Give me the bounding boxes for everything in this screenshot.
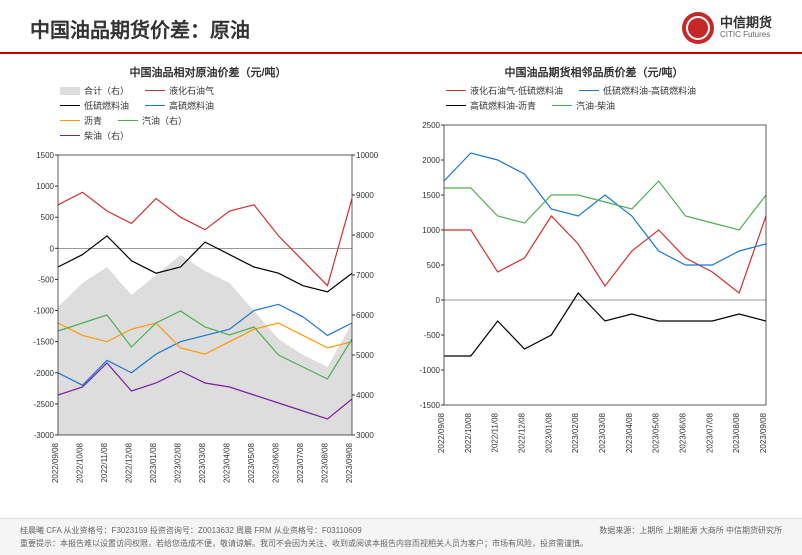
svg-text:5000: 5000 <box>356 351 374 360</box>
svg-text:0: 0 <box>50 244 55 253</box>
svg-text:2022/12/08: 2022/12/08 <box>518 412 527 453</box>
chart1-title: 中国油品相对原油价差（元/吨） <box>20 64 396 80</box>
svg-text:-1500: -1500 <box>34 338 55 347</box>
footer: 桂晨曦 CFA 从业资格号：F3023159 投资咨询号：Z0013632 周晨… <box>0 518 802 555</box>
svg-text:2023/09/08: 2023/09/08 <box>345 442 354 483</box>
legend-item: 汽油-柴油 <box>552 99 615 112</box>
svg-text:2023/08/08: 2023/08/08 <box>732 412 741 453</box>
svg-text:-1000: -1000 <box>34 307 55 316</box>
svg-text:8000: 8000 <box>356 231 374 240</box>
legend-item: 高硫燃料油-沥青 <box>446 99 536 112</box>
svg-text:2022/10/08: 2022/10/08 <box>76 442 85 483</box>
svg-text:-500: -500 <box>38 275 55 284</box>
svg-text:4000: 4000 <box>356 391 374 400</box>
svg-text:1500: 1500 <box>36 151 54 160</box>
legend-item: 汽油（右） <box>118 114 187 127</box>
logo-cn: 中信期货 <box>720 16 772 30</box>
svg-text:2022/09/08: 2022/09/08 <box>437 412 446 453</box>
svg-text:2023/05/08: 2023/05/08 <box>652 412 661 453</box>
svg-text:2500: 2500 <box>422 121 440 130</box>
legend-item: 液化石油气 <box>145 84 214 97</box>
svg-text:-1000: -1000 <box>420 366 441 375</box>
chart2-svg: -1500 -1000 -500 0 500 1000 1500 2000 2500 2022/0… <box>406 120 776 460</box>
chart2-title: 中国油品期货相邻品质价差（元/吨） <box>406 64 782 80</box>
svg-text:2023/06/08: 2023/06/08 <box>679 412 688 453</box>
svg-text:2023/02/08: 2023/02/08 <box>571 412 580 453</box>
svg-text:2000: 2000 <box>422 156 440 165</box>
svg-text:-1500: -1500 <box>420 401 441 410</box>
footer-authors: 桂晨曦 CFA 从业资格号：F3023159 投资咨询号：Z0013632 周晨… <box>20 525 362 536</box>
svg-text:2023/03/08: 2023/03/08 <box>198 442 207 483</box>
svg-text:3000: 3000 <box>356 431 374 440</box>
chart2-legend: 液化石油气-低硫燃料油 低硫燃料油-高硫燃料油高硫燃料油-沥青 汽油-柴油 <box>406 84 782 120</box>
svg-text:-3000: -3000 <box>34 431 55 440</box>
svg-text:2023/05/08: 2023/05/08 <box>247 442 256 483</box>
chart-right: 中国油品期货相邻品质价差（元/吨） 液化石油气-低硫燃料油 低硫燃料油-高硫燃料油… <box>406 64 782 490</box>
chart1-legend: 合计（右） 液化石油气低硫燃料油 高硫燃料油沥青 汽油（右） 柴油（右） <box>20 84 396 150</box>
svg-text:2022/09/08: 2022/09/08 <box>51 442 60 483</box>
svg-text:1000: 1000 <box>422 226 440 235</box>
svg-text:2023/09/08: 2023/09/08 <box>759 412 768 453</box>
legend-item: 低硫燃料油-高硫燃料油 <box>579 84 696 97</box>
logo-en: CITIC Futures <box>720 31 772 40</box>
svg-text:6000: 6000 <box>356 311 374 320</box>
legend-item: 柴油（右） <box>60 129 129 142</box>
chart1-svg: -3000 -2500 -2000 -1500 -1000 -500 0 500 1000 150… <box>20 150 390 490</box>
svg-text:2023/04/08: 2023/04/08 <box>625 412 634 453</box>
svg-text:2023/04/08: 2023/04/08 <box>223 442 232 483</box>
svg-text:2023/03/08: 2023/03/08 <box>598 412 607 453</box>
svg-text:2023/01/08: 2023/01/08 <box>544 412 553 453</box>
svg-text:2023/02/08: 2023/02/08 <box>174 442 183 483</box>
svg-text:9000: 9000 <box>356 191 374 200</box>
footer-disclaimer: 重要提示：本报告难以设置访问权限，若给您造成不便，敬请谅解。我司不会因为关注、收… <box>20 538 782 549</box>
logo-icon <box>682 12 714 44</box>
svg-text:-2000: -2000 <box>34 369 55 378</box>
legend-item: 高硫燃料油 <box>145 99 214 112</box>
svg-text:0: 0 <box>436 296 441 305</box>
svg-text:2022/10/08: 2022/10/08 <box>464 412 473 453</box>
svg-text:2023/08/08: 2023/08/08 <box>321 442 330 483</box>
legend-item: 低硫燃料油 <box>60 99 129 112</box>
page-title: 中国油品期货价差：原油 <box>30 14 250 43</box>
svg-text:500: 500 <box>41 213 55 222</box>
chart-left: 中国油品相对原油价差（元/吨） 合计（右） 液化石油气低硫燃料油 高硫燃料油沥青 汽油… <box>20 64 396 490</box>
legend-item: 沥青 <box>60 114 102 127</box>
svg-text:2023/06/08: 2023/06/08 <box>272 442 281 483</box>
svg-text:2023/07/08: 2023/07/08 <box>705 412 714 453</box>
svg-text:-500: -500 <box>424 331 441 340</box>
svg-text:7000: 7000 <box>356 271 374 280</box>
svg-text:-2500: -2500 <box>34 400 55 409</box>
svg-text:10000: 10000 <box>356 151 379 160</box>
svg-text:2022/11/08: 2022/11/08 <box>491 412 500 452</box>
legend-item: 液化石油气-低硫燃料油 <box>446 84 563 97</box>
svg-text:2022/11/08: 2022/11/08 <box>100 442 109 482</box>
svg-text:1000: 1000 <box>36 182 54 191</box>
footer-source: 数据来源：上期所 上期能源 大商所 中信期货研究所 <box>599 525 782 536</box>
svg-text:500: 500 <box>427 261 441 270</box>
svg-text:2023/07/08: 2023/07/08 <box>296 442 305 483</box>
legend-item: 合计（右） <box>60 84 129 97</box>
brand-logo: 中信期货 CITIC Futures <box>682 12 772 44</box>
svg-text:2023/01/08: 2023/01/08 <box>149 442 158 483</box>
svg-text:1500: 1500 <box>422 191 440 200</box>
svg-text:2022/12/08: 2022/12/08 <box>125 442 134 483</box>
